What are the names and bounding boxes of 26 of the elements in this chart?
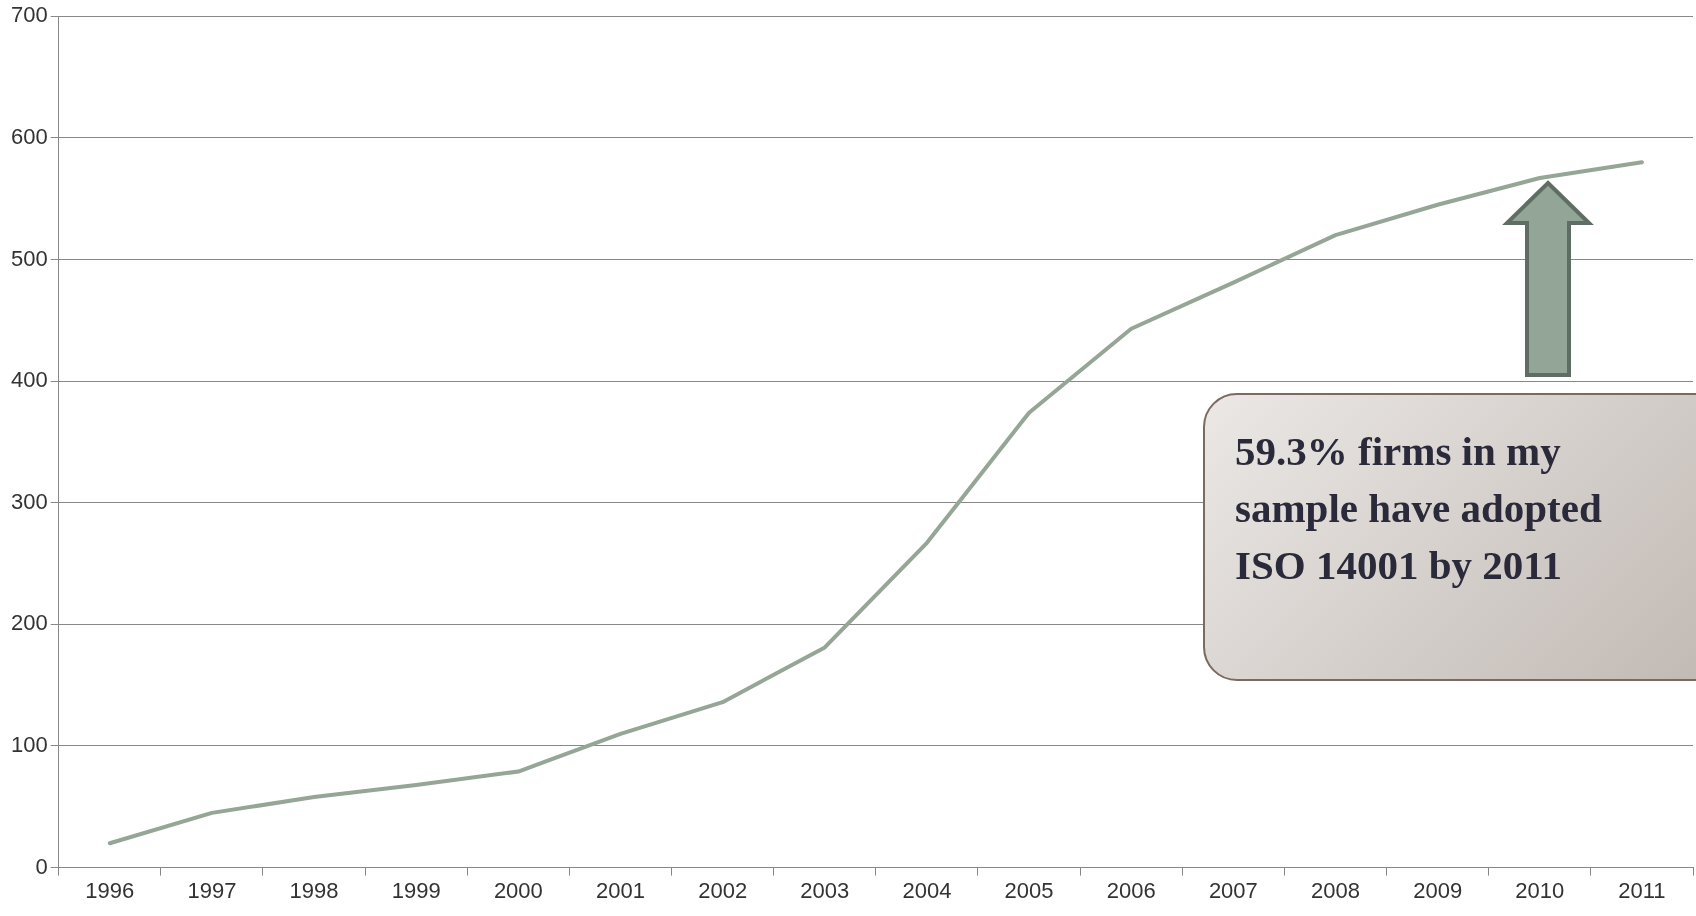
y-tick-label: 300 — [10, 488, 48, 514]
x-tick-label: 2009 — [1413, 877, 1463, 903]
x-tick-label: 1999 — [391, 877, 441, 903]
x-tick-label: 2002 — [698, 877, 748, 903]
x-tick-label: 2001 — [596, 877, 645, 903]
annotation: 59.3% firms in my sample have adopted ISO 14001 by 2011 — [1235, 427, 1603, 591]
x-tick-label: 2000 — [493, 877, 543, 903]
x-tick-label: 2010 — [1515, 877, 1565, 903]
y-tick-label: 100 — [10, 732, 48, 758]
x-tick-label: 2006 — [1106, 877, 1156, 903]
x-tick-label: 2008 — [1311, 877, 1360, 903]
y-tick-label: 0 — [35, 853, 48, 879]
x-tick-label: 2003 — [800, 877, 850, 903]
x-tick-label: 1996 — [85, 877, 135, 903]
y-tick-label: 200 — [10, 610, 48, 636]
x-tick-label: 2007 — [1208, 877, 1258, 903]
y-tick-label: 700 — [10, 2, 48, 28]
callout-box: 59.3% firms in my sample have adopted ISO 14001 by 2011 — [1203, 393, 1696, 682]
x-tick-label: 2011 — [1618, 877, 1666, 903]
y-tick-label: 500 — [10, 245, 48, 271]
x-tick-label: 2004 — [902, 877, 952, 903]
x-tick-label: 2005 — [1004, 877, 1054, 903]
y-tick-label: 400 — [10, 367, 48, 393]
x-tick-label: 1997 — [187, 877, 237, 903]
y-tick-label: 600 — [10, 123, 48, 149]
x-tick-label: 1998 — [289, 877, 339, 903]
